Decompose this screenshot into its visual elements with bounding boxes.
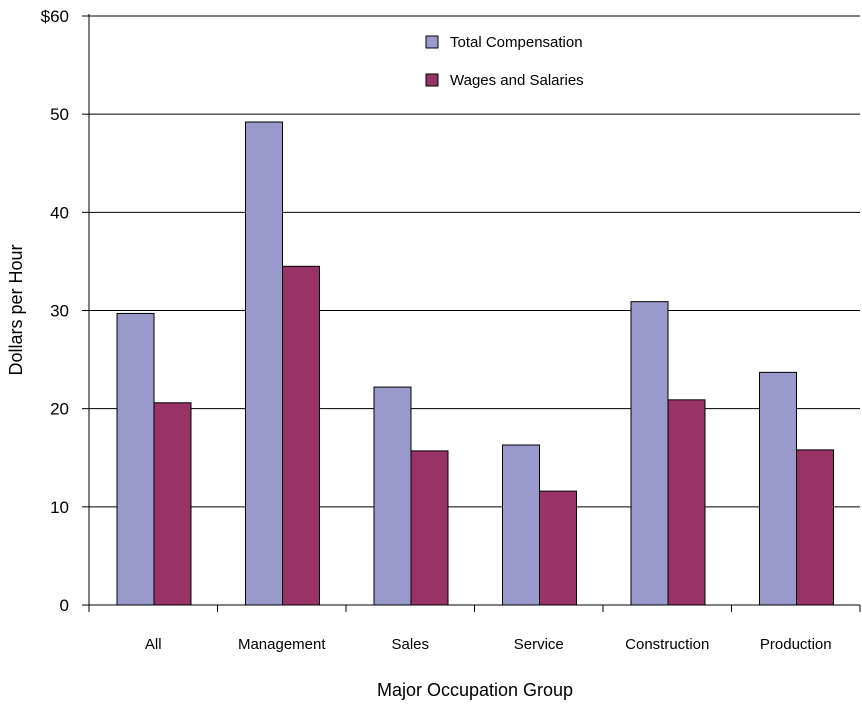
bar-wages-and-salaries-service <box>539 490 577 606</box>
gridlines <box>89 15 860 508</box>
bar-total-compensation-construction <box>630 301 669 606</box>
bar-total-compensation-sales <box>373 386 412 606</box>
x-tick-label: Construction <box>625 636 709 653</box>
y-tick-label: 40 <box>50 203 69 222</box>
y-tick-labels: 0 10 20 30 40 50 $60 <box>41 7 69 615</box>
y-tick-label: 20 <box>50 400 69 419</box>
y-tick-label: $60 <box>41 7 69 26</box>
bar-wages-and-salaries-sales <box>410 450 449 606</box>
y-tick-label: 50 <box>50 105 69 124</box>
x-tick-label: Production <box>760 636 832 653</box>
bar-total-compensation-service <box>502 444 540 606</box>
legend-swatch <box>425 35 439 49</box>
legend-label: Wages and Salaries <box>450 72 584 89</box>
bars <box>116 121 834 606</box>
x-tick-label: Management <box>238 636 326 653</box>
y-tick-label: 30 <box>50 302 69 321</box>
legend-swatch <box>425 73 439 87</box>
x-tick-label: All <box>145 636 162 653</box>
legend-label: Total Compensation <box>450 34 583 51</box>
bar-wages-and-salaries-production <box>796 449 834 606</box>
y-tick-label: 0 <box>60 596 69 615</box>
axes <box>82 14 861 612</box>
bar-wages-and-salaries-all <box>153 402 192 606</box>
x-tick-label: Service <box>514 636 564 653</box>
bar-total-compensation-all <box>116 312 155 606</box>
x-tick-label: Sales <box>391 636 429 653</box>
bar-wages-and-salaries-management <box>282 265 320 606</box>
y-axis-title: Dollars per Hour <box>6 244 26 375</box>
y-tick-label: 10 <box>50 498 69 517</box>
legend: Total Compensation Wages and Salaries <box>425 34 584 89</box>
x-tick-labels: All Management Sales Service Construction Pro… <box>145 636 832 653</box>
bar-total-compensation-production <box>759 371 797 606</box>
bar-wages-and-salaries-construction <box>667 399 706 606</box>
x-axis-title: Major Occupation Group <box>377 680 573 700</box>
bar-total-compensation-management <box>245 121 283 606</box>
